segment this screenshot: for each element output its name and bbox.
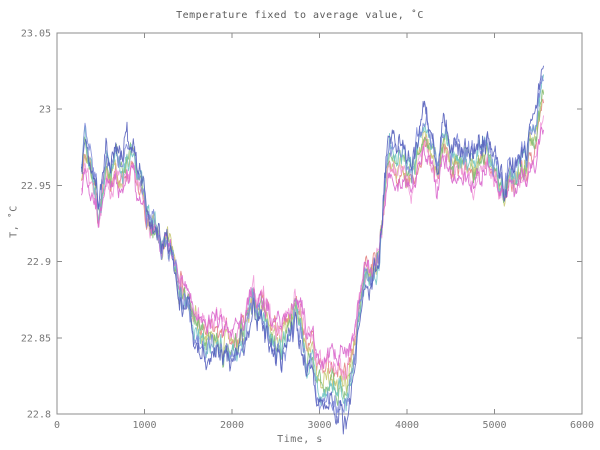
y-tick-label: 23 [39,105,51,116]
x-axis-label: Time, s [277,434,323,445]
y-tick-label: 22.85 [21,333,51,344]
x-tick-label: 2000 [220,420,244,431]
series-line-sensor-navy [81,65,544,435]
series-line-sensor-cyan [81,74,544,412]
y-axis-label: T, ˚C [8,205,20,238]
x-tick-label: 5000 [482,420,506,431]
series-line-sensor-magenta [81,126,544,371]
y-tick-label: 22.9 [27,257,51,268]
x-tick-label: 6000 [570,420,594,431]
x-tick-label: 0 [54,420,60,431]
y-tick-label: 22.95 [21,181,51,192]
chart-title: Temperature fixed to average value, ˚C [176,10,424,21]
y-tick-label: 23.05 [21,29,51,40]
x-tick-label: 1000 [132,420,156,431]
x-tick-label: 4000 [395,420,419,431]
y-tick-label: 22.8 [27,410,51,421]
series-line-sensor-green [81,89,544,406]
series-line-sensor-lightpink [81,115,544,381]
series-line-sensor-olive [81,89,544,394]
x-tick-label: 3000 [307,420,331,431]
axis-box [56,32,583,415]
